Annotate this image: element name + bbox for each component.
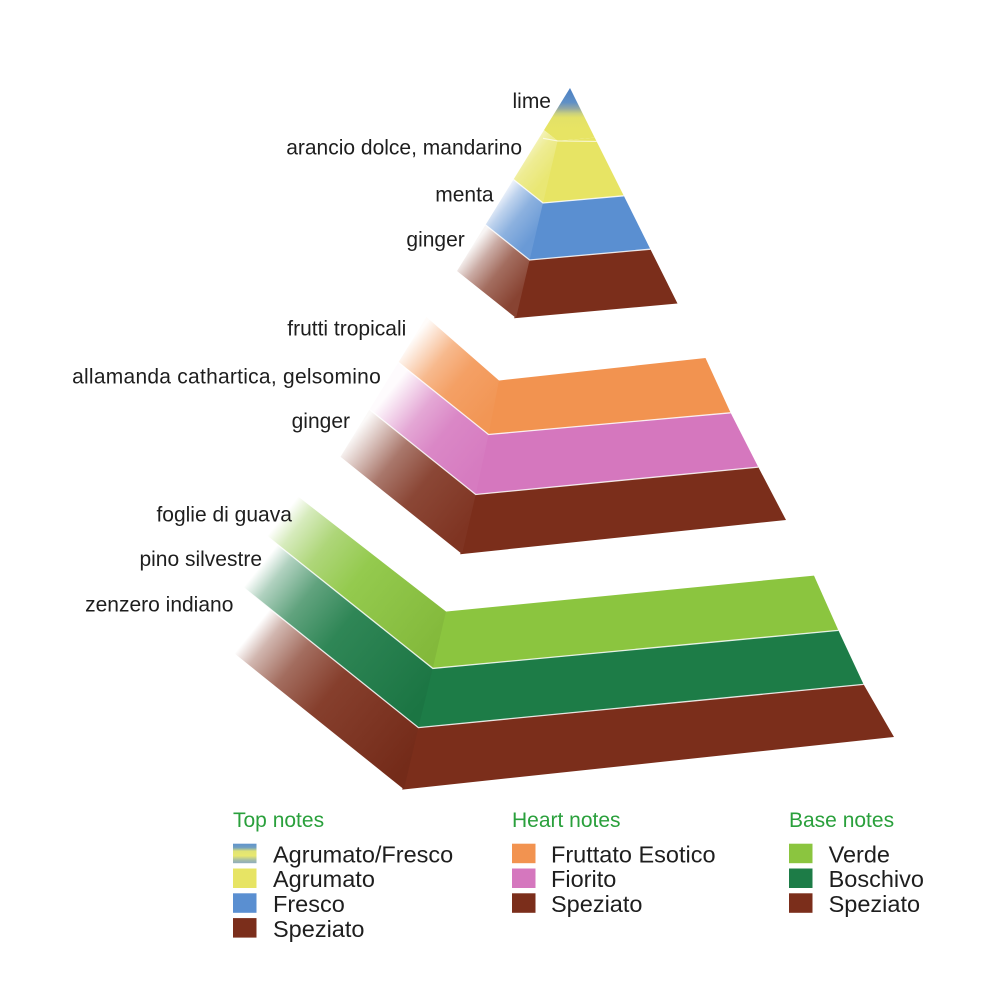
- svg-text:Fresco: Fresco: [273, 891, 345, 917]
- svg-text:Top notes: Top notes: [233, 809, 324, 832]
- svg-text:ginger: ginger: [292, 410, 350, 433]
- svg-text:Fiorito: Fiorito: [551, 866, 616, 892]
- svg-text:Fruttato Esotico: Fruttato Esotico: [551, 841, 716, 867]
- svg-text:Speziato: Speziato: [829, 891, 920, 917]
- svg-text:Heart notes: Heart notes: [512, 809, 621, 832]
- svg-text:pino silvestre: pino silvestre: [139, 548, 262, 571]
- svg-text:Agrumato/Fresco: Agrumato/Fresco: [273, 841, 453, 867]
- svg-text:arancio dolce, mandarino: arancio dolce, mandarino: [286, 137, 522, 160]
- svg-text:zenzero indiano: zenzero indiano: [85, 593, 233, 616]
- svg-text:Speziato: Speziato: [551, 891, 642, 917]
- svg-text:Verde: Verde: [829, 841, 890, 867]
- svg-text:Boschivo: Boschivo: [829, 866, 924, 892]
- svg-text:ginger: ginger: [406, 228, 464, 251]
- svg-text:foglie di guava: foglie di guava: [156, 504, 292, 527]
- svg-text:Agrumato: Agrumato: [273, 866, 375, 892]
- svg-text:Base notes: Base notes: [789, 809, 894, 832]
- svg-text:Speziato: Speziato: [273, 916, 364, 942]
- svg-text:menta: menta: [435, 184, 494, 207]
- svg-text:allamanda cathartica, gelsomin: allamanda cathartica, gelsomino: [72, 366, 381, 389]
- svg-text:frutti tropicali: frutti tropicali: [287, 317, 406, 340]
- svg-text:lime: lime: [512, 90, 551, 113]
